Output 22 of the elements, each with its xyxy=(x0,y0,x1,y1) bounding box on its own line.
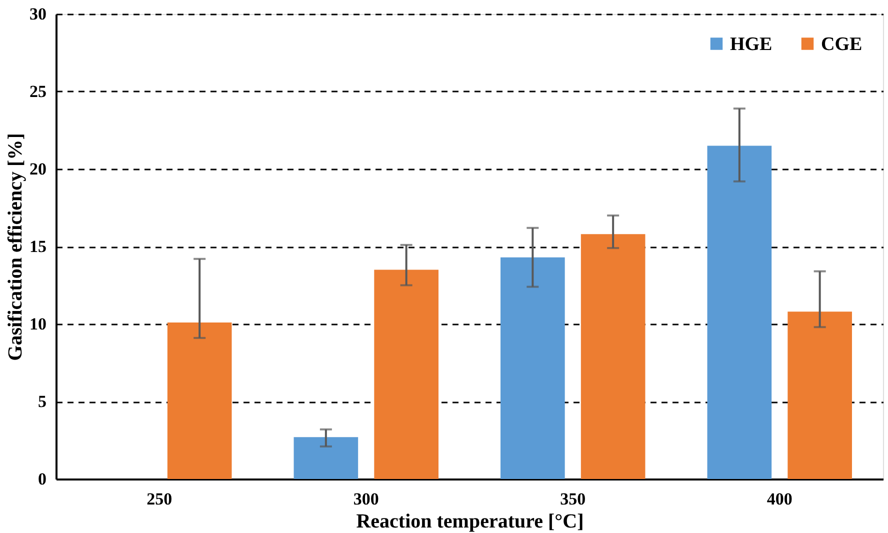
bar xyxy=(580,234,646,479)
bar xyxy=(167,322,232,479)
bar xyxy=(500,257,565,479)
legend-label: HGE xyxy=(730,34,772,55)
y-tick-label: 20 xyxy=(30,160,46,178)
y-tick-label: 15 xyxy=(30,237,46,256)
x-tick-label: 400 xyxy=(766,490,792,508)
legend-label: CGE xyxy=(821,34,862,55)
x-tick-label: 300 xyxy=(353,490,379,508)
bar xyxy=(788,312,852,479)
y-tick-label: 30 xyxy=(30,4,46,24)
y-tick-label: 5 xyxy=(38,392,46,411)
y-axis-title: Gasification efficiency [%] xyxy=(4,133,26,361)
bar xyxy=(707,146,772,479)
y-tick-label: 0 xyxy=(38,470,46,488)
y-tick-label: 25 xyxy=(30,82,46,101)
x-tick-label: 250 xyxy=(146,490,172,508)
x-axis-title: Reaction temperature [°C] xyxy=(356,510,584,532)
x-tick-label: 350 xyxy=(560,490,586,508)
bar xyxy=(374,270,438,479)
bar xyxy=(294,437,358,479)
y-tick-label: 10 xyxy=(30,314,46,334)
